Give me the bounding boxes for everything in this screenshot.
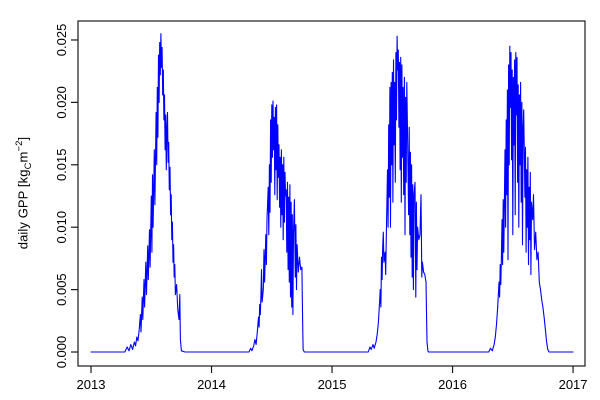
y-axis-label-mid: m bbox=[15, 151, 31, 163]
y-tick-label: 0.005 bbox=[54, 273, 69, 306]
x-tick-label: 2013 bbox=[77, 377, 106, 392]
gpp-series-line bbox=[90, 33, 574, 353]
x-tick-label: 2016 bbox=[438, 377, 467, 392]
y-axis-label-subscript: C bbox=[22, 162, 34, 170]
y-axis-label-suffix: ] bbox=[15, 136, 31, 141]
x-tick-label: 2014 bbox=[197, 377, 226, 392]
y-tick-label: 0.000 bbox=[54, 336, 69, 369]
y-tick-label: 0.015 bbox=[54, 149, 69, 182]
y-tick-label: 0.025 bbox=[54, 24, 69, 57]
y-tick-label: 0.010 bbox=[54, 211, 69, 244]
y-tick-label: 0.020 bbox=[54, 86, 69, 119]
x-tick-label: 2017 bbox=[559, 377, 588, 392]
y-axis-label: daily GPP [kgCm−2] bbox=[14, 137, 34, 250]
y-axis-label-superscript: −2 bbox=[14, 140, 26, 152]
x-tick-label: 2015 bbox=[318, 377, 347, 392]
y-axis-label-prefix: daily GPP [kg bbox=[15, 169, 31, 250]
